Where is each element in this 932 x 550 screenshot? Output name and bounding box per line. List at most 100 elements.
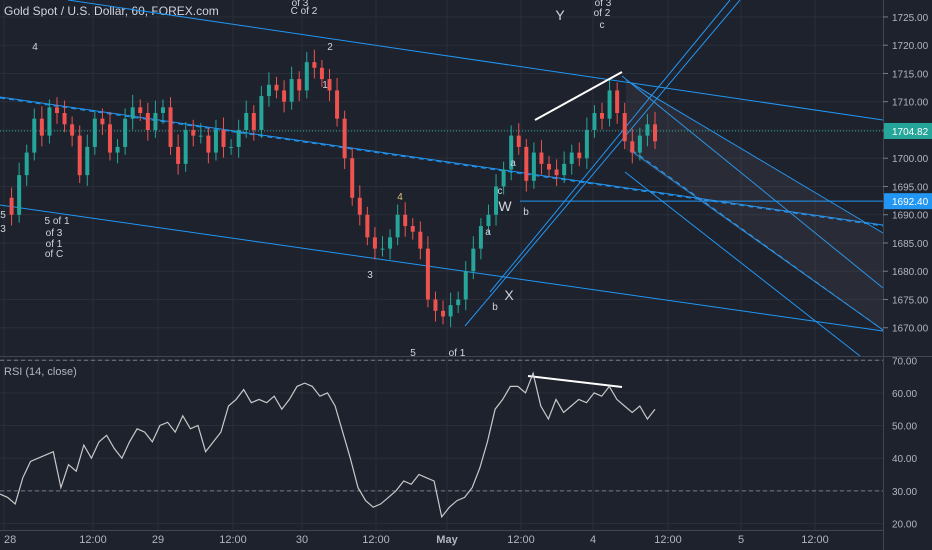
candle-body-83 [630, 141, 635, 153]
candle-body-50 [380, 248, 385, 250]
rsi-tick-label-0: 20.00 [892, 519, 917, 530]
candle-body-24 [183, 129, 188, 164]
candle-body-60 [456, 299, 461, 306]
wave-label-18: W [498, 198, 512, 214]
wave-label-13: 5 [410, 348, 416, 359]
candle-body-76 [577, 152, 582, 159]
wave-label-25: c [600, 20, 605, 31]
price-tick-label-4: 1690.00 [892, 211, 929, 222]
candle-body-11 [85, 146, 90, 176]
price-tick-label-2: 1680.00 [892, 267, 929, 278]
level-price-tag [884, 193, 932, 210]
candle-body-40 [304, 62, 309, 91]
candle-body-57 [433, 299, 438, 311]
channel-line-2 [0, 204, 884, 332]
candle-body-15 [115, 146, 120, 153]
price-tick-label-1: 1675.00 [892, 295, 929, 306]
rsi-tick-label-2: 40.00 [892, 454, 917, 465]
wave-label-8: C of 2 [291, 6, 318, 17]
candle-body-21 [160, 107, 165, 114]
candle-body-79 [600, 113, 605, 119]
candle-body-58 [441, 310, 446, 317]
price-tick-label-8: 1710.00 [892, 98, 929, 109]
candle-body-78 [592, 113, 597, 130]
candle-body-22 [168, 107, 173, 147]
time-label-6: May [436, 534, 458, 546]
level-price-label: 1692.40 [892, 197, 929, 208]
wave-label-1: 5 [0, 210, 6, 221]
wave-label-15: a [485, 227, 491, 238]
time-label-1: 12:00 [79, 534, 107, 546]
candle-body-43 [327, 79, 332, 91]
candle-body-61 [463, 271, 468, 300]
candle-body-20 [153, 113, 158, 130]
candle-body-19 [145, 113, 150, 130]
dashed-fork-line [631, 149, 884, 331]
time-label-8: 4 [590, 534, 596, 546]
candle-body-68 [516, 135, 521, 147]
candle-body-81 [615, 90, 620, 114]
candle-body-84 [637, 135, 642, 153]
wave-label-7: of 3 [292, 0, 309, 9]
wave-label-16: b [492, 302, 498, 313]
candle-body-46 [350, 158, 355, 198]
candle-body-65 [494, 186, 499, 215]
divergence-line-price [534, 71, 623, 121]
wave-label-21: a [510, 158, 516, 169]
candle-body-51 [388, 237, 393, 249]
wave-label-10: 1 [322, 80, 328, 91]
current-price-tag [884, 122, 932, 139]
candle-body-5 [39, 118, 44, 136]
candle-body-37 [282, 90, 287, 102]
candle-body-64 [486, 214, 491, 227]
time-label-4: 30 [296, 534, 308, 546]
price-tick-label-9: 1715.00 [892, 69, 929, 80]
candle-body-63 [478, 226, 483, 249]
wave-label-5: of 1 [46, 239, 63, 250]
candle-body-10 [77, 135, 82, 176]
candle-body-2 [17, 175, 22, 215]
candle-body-16 [123, 118, 128, 147]
price-tick-label-3: 1685.00 [892, 239, 929, 250]
candle-body-27 [206, 135, 211, 153]
candle-body-32 [244, 113, 249, 130]
candle-body-74 [562, 163, 567, 176]
candle-body-17 [130, 107, 135, 119]
candle-body-77 [584, 129, 589, 159]
wave-label-19: X [504, 287, 514, 303]
wave-label-22: b [523, 207, 529, 218]
candle-body-26 [198, 135, 203, 137]
channel-line-0 [67, 0, 884, 121]
candle-body-82 [622, 113, 627, 142]
channel-line-4 [489, 0, 731, 293]
candle-body-73 [554, 169, 559, 176]
candle-body-42 [319, 67, 324, 80]
candle-body-69 [524, 146, 529, 181]
price-tick-label-10: 1720.00 [892, 41, 929, 52]
current-price-label: 1704.82 [892, 127, 929, 138]
candle-body-28 [213, 129, 218, 153]
rsi-tick-label-1: 30.00 [892, 487, 917, 498]
time-label-11: 12:00 [801, 534, 829, 546]
candle-body-8 [62, 113, 67, 125]
candle-body-25 [191, 129, 196, 136]
candle-body-85 [645, 124, 650, 136]
wave-label-11: 4 [397, 192, 403, 203]
candle-body-13 [100, 118, 105, 125]
candle-body-45 [342, 118, 347, 159]
candle-body-38 [289, 79, 294, 102]
candle-body-66 [501, 169, 506, 187]
candle-body-34 [259, 96, 264, 130]
channel-line-7 [625, 79, 884, 234]
candle-body-75 [569, 152, 574, 164]
time-label-9: 12:00 [654, 534, 682, 546]
candle-body-29 [221, 129, 226, 147]
candle-body-54 [410, 226, 415, 232]
rsi-title: RSI (14, close) [4, 366, 77, 378]
candle-body-53 [403, 214, 408, 227]
candle-body-3 [24, 152, 29, 176]
wave-label-12: 3 [367, 270, 373, 281]
time-label-3: 12:00 [219, 534, 247, 546]
candle-body-4 [32, 118, 37, 153]
